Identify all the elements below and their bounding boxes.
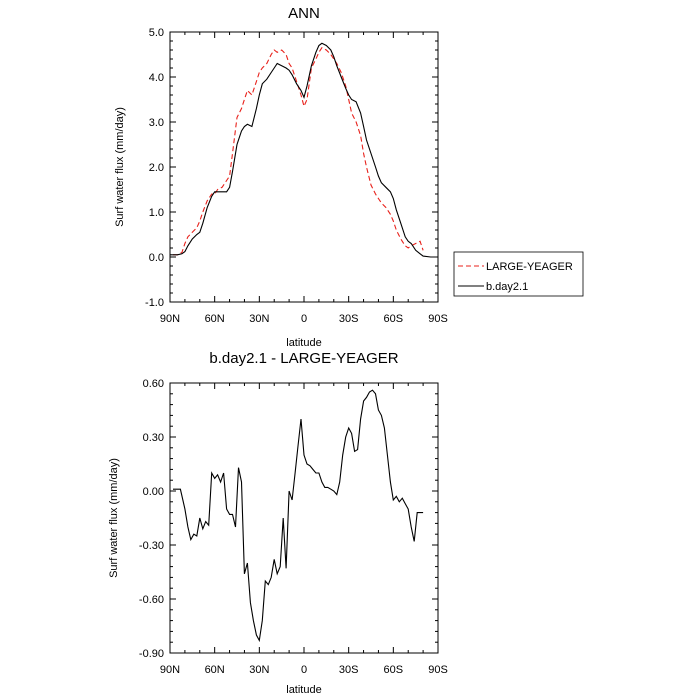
y-tick-label: 0.30: [143, 432, 164, 444]
y-tick-label: 0.0: [149, 252, 164, 264]
x-tick-label: 30S: [339, 313, 359, 325]
y-tick-label: -0.30: [139, 540, 164, 552]
series-line-difference: [173, 389, 424, 643]
chart-panel-2: b.day2.1 - LARGE-YEAGER 90N 60N 30N 0 30S 60S 9…: [108, 350, 448, 696]
y-tick-label: -0.90: [139, 648, 164, 660]
x-tick-label: 90S: [428, 664, 448, 676]
chart-panel-1: ANN 90N 60N 30N 0 30S 60S 90S -1.0 0.0 1.0 2.0 3.0 4.…: [114, 5, 584, 349]
chart-title: ANN: [288, 5, 320, 22]
x-tick-label: 60N: [205, 313, 225, 325]
y-tick-label: 0.60: [143, 378, 164, 390]
y-tick-label: -1.0: [145, 297, 164, 309]
legend-box: [453, 251, 584, 297]
x-tick-label: 60N: [205, 664, 225, 676]
x-tick-label: 60S: [384, 313, 404, 325]
y-tick-label: 3.0: [149, 117, 164, 129]
legend-label: b.day2.1: [486, 281, 528, 293]
x-tick-label: 30S: [339, 664, 359, 676]
y-tick-label: 1.0: [149, 207, 164, 219]
x-tick-label: 90S: [428, 313, 448, 325]
legend: LARGE-YEAGER b.day2.1: [453, 251, 584, 297]
series-line-b-day2-1: [170, 42, 438, 258]
x-axis-label: latitude: [286, 337, 321, 349]
x-tick-label: 30N: [249, 664, 269, 676]
series-line-large-yeager: [173, 46, 424, 256]
y-axis-label: Surf water flux (mm/day): [114, 107, 126, 227]
y-axis-label: Surf water flux (mm/day): [108, 458, 120, 578]
plot-frame: [169, 382, 439, 654]
x-tick-label: 0: [301, 313, 307, 325]
x-tick-label: 90N: [160, 313, 180, 325]
x-axis-label: latitude: [286, 684, 321, 696]
y-tick-label: 0.00: [143, 486, 164, 498]
x-tick-label: 30N: [249, 313, 269, 325]
chart-title: b.day2.1 - LARGE-YEAGER: [209, 350, 398, 367]
legend-label: LARGE-YEAGER: [486, 261, 573, 273]
y-tick-label: 2.0: [149, 162, 164, 174]
y-tick-label: -0.60: [139, 594, 164, 606]
y-tick-label: 5.0: [149, 27, 164, 39]
y-tick-label: 4.0: [149, 72, 164, 84]
x-tick-label: 90N: [160, 664, 180, 676]
plot-frame: [169, 31, 439, 303]
x-tick-label: 0: [301, 664, 307, 676]
x-tick-label: 60S: [384, 664, 404, 676]
